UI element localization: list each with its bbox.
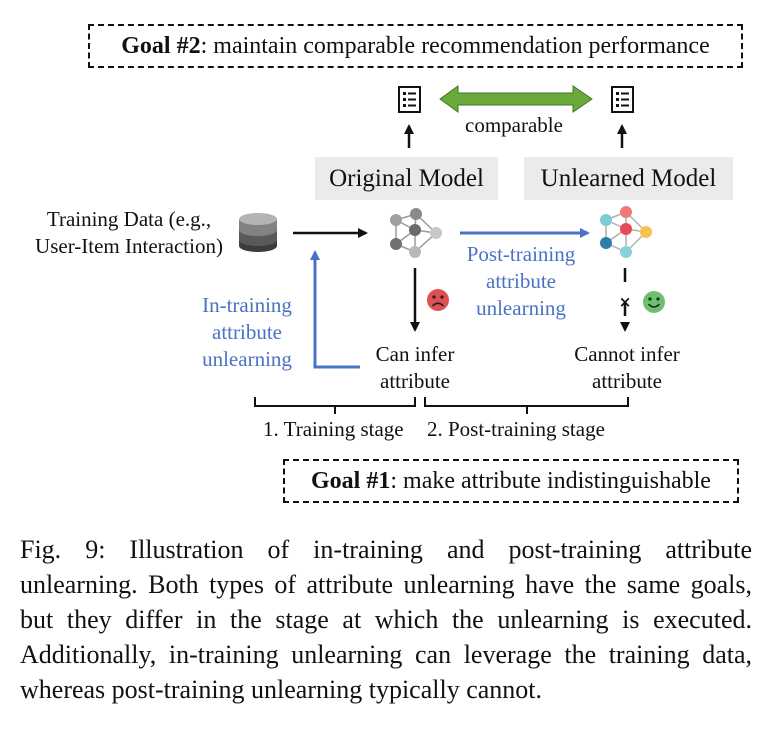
blocked-mark: × <box>619 293 632 311</box>
comparable-double-arrow <box>439 85 593 113</box>
post-training-line-3: unlearning <box>476 296 566 320</box>
sad-face-icon <box>427 289 449 311</box>
in-training-label: In-training attribute unlearning <box>192 292 302 373</box>
post-training-line-1: Post-training <box>466 242 576 266</box>
stage-2-label: 2. Post-training stage <box>427 417 605 441</box>
post-training-label: Post-training attribute unlearning <box>456 241 586 322</box>
neural-network-icon <box>600 206 652 258</box>
document-list-icon <box>611 86 634 113</box>
database-icon <box>239 213 277 252</box>
can-infer-line-1: Can infer <box>375 342 455 366</box>
cannot-infer-line-2: attribute <box>592 369 662 393</box>
document-list-icon <box>398 86 421 113</box>
goal-1-box: Goal #1: make attribute indistinguishabl… <box>283 459 739 503</box>
comparable-label: comparable <box>465 113 563 137</box>
in-training-line-1: In-training <box>202 293 292 317</box>
goal-1-label: Goal #1 <box>311 467 391 494</box>
cannot-infer-line-1: Cannot infer <box>574 342 680 366</box>
stage-1-label: 1. Training stage <box>263 417 404 441</box>
post-training-stage-brace <box>424 397 629 414</box>
happy-face-icon <box>643 291 665 313</box>
can-infer-label: Can infer attribute <box>360 341 470 395</box>
can-infer-line-2: attribute <box>380 369 450 393</box>
in-training-line-2: attribute <box>212 320 282 344</box>
training-data-line-2: User-Item Interaction) <box>35 234 223 258</box>
diagram-graphics: × <box>239 85 665 414</box>
goal-2-label: Goal #2 <box>121 32 201 59</box>
post-training-line-2: attribute <box>486 269 556 293</box>
neural-network-icon <box>390 208 442 258</box>
in-training-arrow <box>310 250 360 369</box>
unlearned-model-box: Unlearned Model <box>524 157 733 200</box>
in-training-line-3: unlearning <box>202 347 292 371</box>
training-data-label: Training Data (e.g., User-Item Interacti… <box>22 206 236 260</box>
goal-2-box: Goal #2: maintain comparable recommendat… <box>88 24 743 68</box>
cannot-infer-label: Cannot infer attribute <box>560 341 694 395</box>
original-model-box: Original Model <box>315 157 498 200</box>
figure-caption: Fig. 9: Illustration of in-training and … <box>20 535 752 704</box>
training-data-line-1: Training Data (e.g., <box>46 207 212 231</box>
training-stage-brace <box>254 397 416 414</box>
goal-2-text: : maintain comparable recommendation per… <box>200 32 710 59</box>
goal-1-text: : make attribute indistinguishable <box>390 467 711 494</box>
